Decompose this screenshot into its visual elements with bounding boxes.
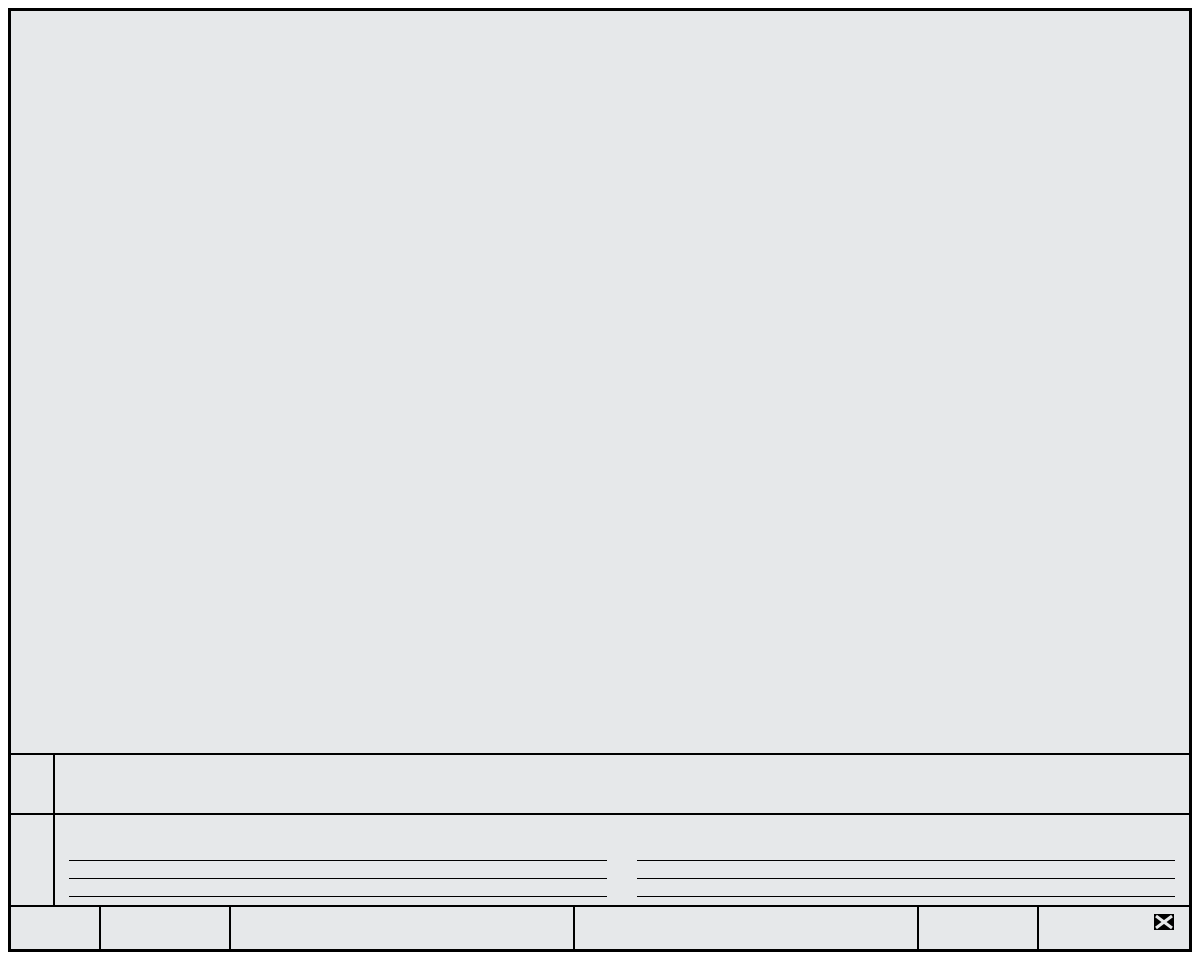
chart-area — [23, 31, 1177, 747]
footer-project-block — [575, 907, 919, 949]
note-line — [69, 861, 607, 879]
notes-body — [55, 815, 1189, 905]
chart-frame — [8, 8, 1192, 952]
measured-left — [69, 897, 607, 901]
notes-col-right — [637, 825, 1175, 901]
legend-tab — [11, 755, 55, 813]
footer-date-block — [919, 907, 1039, 949]
note-line — [637, 879, 1175, 897]
legend-body — [55, 755, 1189, 813]
footer-person-block — [231, 907, 575, 949]
footer-version — [101, 907, 231, 949]
note-line — [637, 843, 1175, 861]
title-bar — [11, 11, 1189, 31]
footer-brand — [1039, 907, 1189, 949]
legend-row — [11, 753, 1189, 813]
note-line — [637, 861, 1175, 879]
footer-lms-logo — [11, 907, 101, 949]
measured-right — [637, 897, 1175, 901]
notes-row — [11, 813, 1189, 905]
note-line — [69, 879, 607, 897]
chart-svg — [23, 31, 1177, 747]
page — [0, 0, 1200, 960]
notes-tab — [11, 815, 55, 905]
note-line — [69, 843, 607, 861]
notes-col-left — [69, 825, 607, 901]
footer — [11, 905, 1189, 949]
